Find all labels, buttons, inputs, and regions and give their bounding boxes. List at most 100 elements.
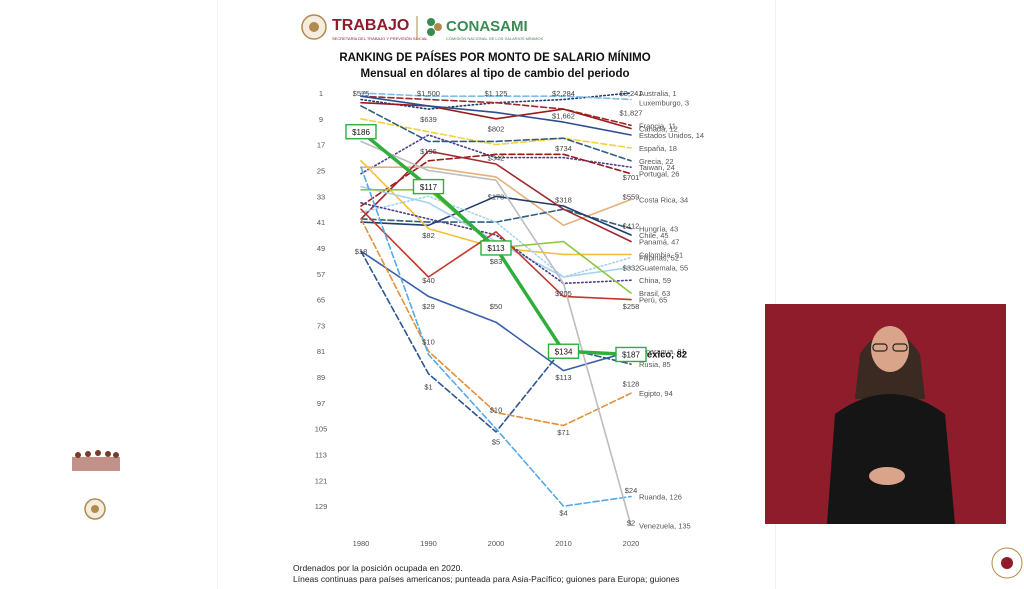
data-value-label: $178: [488, 192, 505, 201]
data-value-label: $3,241: [620, 89, 643, 98]
conasami-logo-subtext: COMISIÓN NACIONAL DE LOS SALARIOS MÍNIMO…: [446, 36, 544, 41]
mexico-value-label: $186: [352, 128, 370, 137]
series-line: [360, 101, 632, 130]
mexico-value-label: $113: [487, 244, 505, 253]
conasami-logo-text: CONASAMI: [446, 18, 528, 35]
glasses-icon: [872, 343, 888, 352]
interpreter-hands: [869, 467, 905, 485]
data-value-label: $342: [488, 154, 505, 163]
data-value-label: $332: [623, 263, 640, 272]
ranking-chart: 1 9 17 25 33 41 49 57 65 73 81 89 97 105 113 121 129 1980…: [315, 89, 704, 548]
data-value-label: $2,284: [552, 89, 575, 98]
series-end-label: Nicaragua, 81: [639, 347, 686, 356]
chart-subtitle: Mensual en dólares al tipo de cambio del…: [360, 68, 629, 80]
mexico-value-label: $117: [420, 183, 438, 192]
series-end-label: Chile, 45: [639, 231, 669, 240]
data-value-label: $2: [627, 518, 635, 527]
data-value-label: $24: [625, 486, 638, 495]
data-value-label: $83: [490, 257, 503, 266]
series-line: [360, 117, 632, 149]
x-tick-label: 2010: [555, 539, 572, 548]
series-end-label: Perú, 65: [639, 296, 667, 305]
series-end-label: México, 82: [639, 349, 687, 360]
y-tick-label: 105: [315, 425, 328, 434]
series-end-label: Luxemburgo, 3: [639, 98, 689, 107]
interpreter-face: [871, 326, 909, 372]
series-line: [360, 153, 632, 207]
footnote-line-2: Líneas continuas para países americanos;…: [293, 574, 680, 584]
chart-title: RANKING DE PAÍSES POR MONTO DE SALARIO M…: [339, 51, 650, 64]
y-tick-label: 121: [315, 476, 328, 485]
data-value-label: $40: [422, 276, 435, 285]
footnote-line-1: Ordenados por la posición ocupada en 202…: [293, 563, 463, 573]
series-line: [360, 150, 632, 243]
data-value-label: $82: [422, 231, 435, 240]
y-tick-label: 129: [315, 502, 328, 511]
coat-of-arms-logo: [72, 450, 120, 520]
data-value-label: $1,125: [485, 89, 508, 98]
y-tick-label: 73: [317, 321, 325, 330]
sign-language-interpreter: [765, 304, 1006, 524]
y-tick-label: 97: [317, 399, 325, 408]
series-end-label: Egipto, 94: [639, 389, 673, 398]
x-tick-label: 1980: [353, 539, 370, 548]
y-tick-label: 25: [317, 166, 325, 175]
data-value-label: $1: [424, 383, 432, 392]
y-tick-label: 57: [317, 270, 325, 279]
y-tick-label: 89: [317, 373, 325, 382]
mexico-value-box: [615, 346, 647, 363]
data-value-label: $128: [623, 380, 640, 389]
data-value-label: $205: [555, 289, 572, 298]
y-tick-label: 9: [319, 115, 323, 124]
historical-figures-icon: [72, 450, 120, 471]
series-line: [360, 208, 632, 301]
data-value-label: $575: [353, 89, 370, 98]
series-end-label: Ruanda, 126: [639, 492, 682, 501]
series-end-label: Venezuela, 135: [639, 522, 691, 531]
mexico-value-box: [480, 240, 512, 256]
data-value-label: $639: [420, 115, 437, 124]
series-end-label: Guatemala, 55: [639, 263, 688, 272]
series-line: [360, 92, 632, 101]
y-tick-label: 1: [319, 89, 323, 98]
mexico-value-box: [345, 124, 377, 140]
data-value-label: $1,662: [552, 112, 575, 121]
data-value-label: $18: [355, 247, 368, 256]
mexico-value-label: $134: [555, 347, 573, 356]
x-tick-label: 1990: [420, 539, 437, 548]
series-line: [360, 105, 632, 162]
series-end-label: Colombia, 51: [639, 250, 683, 259]
presentation-slide: TRABAJO SECRETARÍA DEL TRABAJO Y PREVISI…: [218, 0, 775, 589]
series-end-label: Costa Rica, 34: [639, 196, 688, 205]
series-end-label: Rusia, 85: [639, 360, 671, 369]
series-line: [360, 218, 632, 427]
slide-header: TRABAJO SECRETARÍA DEL TRABAJO Y PREVISI…: [301, 14, 651, 80]
series-end-label: Portugal, 26: [639, 170, 679, 179]
mexico-value-box: [547, 343, 580, 359]
y-tick-label: 17: [317, 141, 325, 150]
interpreter-figure: [827, 326, 955, 524]
mexico-value-label: $187: [622, 351, 640, 360]
series-end-label: Panamá, 47: [639, 237, 679, 246]
series-line: [360, 95, 632, 136]
x-tick-label: 2000: [488, 539, 505, 548]
y-tick-label: 33: [317, 192, 325, 201]
data-value-label: $559: [623, 192, 640, 201]
series-line: [360, 202, 632, 285]
series-end-label: Francia, 11: [639, 121, 676, 130]
data-value-label: $113: [555, 373, 571, 382]
data-value-label: $701: [623, 173, 640, 182]
data-value-label: $412: [623, 221, 640, 230]
data-value-label: $29: [422, 302, 435, 311]
y-tick-label: 81: [317, 347, 325, 356]
government-seal-icon: [301, 14, 327, 40]
y-tick-label: 49: [317, 244, 325, 253]
series-line: [360, 95, 632, 127]
series-end-label: Brasil, 63: [639, 289, 670, 298]
series-line: [360, 195, 632, 278]
series-end-label: China, 59: [639, 276, 671, 285]
eagle-seal-icon: [84, 498, 106, 520]
y-tick-label: 41: [317, 218, 325, 227]
trabajo-logo-subtext: SECRETARÍA DEL TRABAJO Y PREVISIÓN SOCIA…: [332, 36, 428, 41]
y-tick-label: 65: [317, 296, 325, 305]
